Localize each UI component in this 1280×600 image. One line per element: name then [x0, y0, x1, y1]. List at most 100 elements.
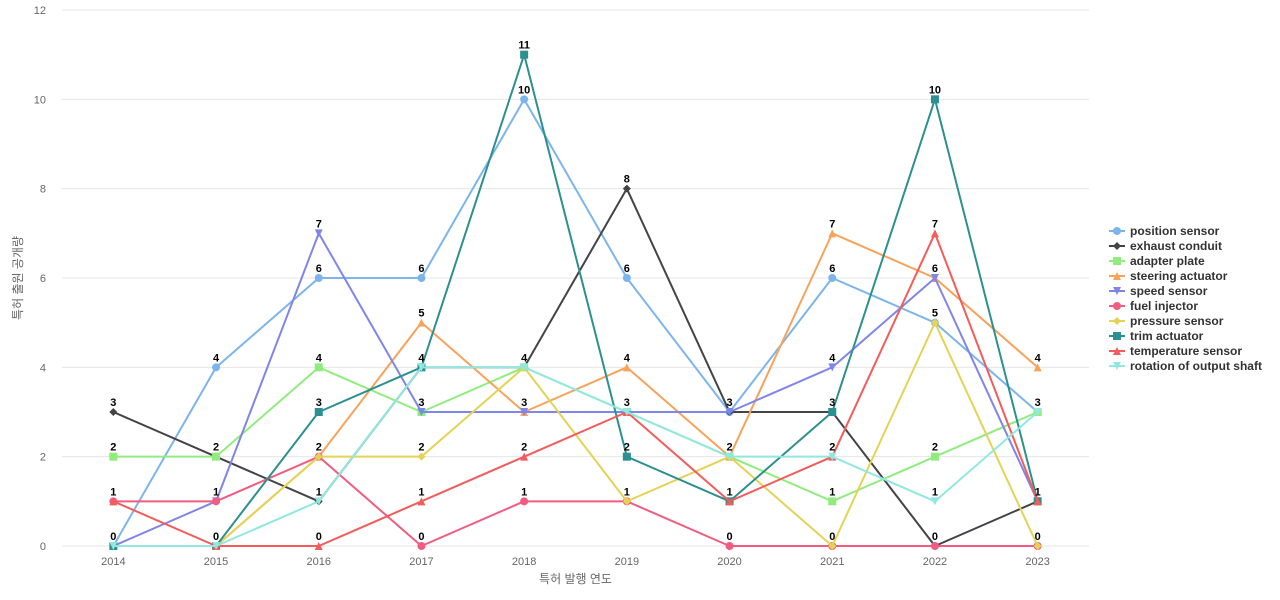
- series-line-trim-actuator: [113, 53, 1039, 547]
- data-label: 7: [829, 218, 835, 230]
- data-label: 6: [829, 263, 835, 275]
- data-label: 3: [1035, 397, 1041, 409]
- data-label: 4: [1035, 352, 1042, 364]
- legend-item-trim-actuator[interactable]: trim actuator: [1109, 329, 1204, 343]
- legend-item-adapter-plate[interactable]: adapter plate: [1109, 254, 1205, 268]
- data-label: 7: [932, 218, 938, 230]
- data-label: 3: [829, 397, 835, 409]
- data-label: 0: [110, 531, 116, 543]
- data-label: 2: [418, 442, 424, 454]
- y-axis-title: 특허 출원 공개량: [11, 236, 25, 320]
- data-label: 2: [624, 442, 630, 454]
- data-label: 4: [829, 352, 836, 364]
- x-tick-label: 2021: [820, 556, 844, 568]
- data-label: 5: [932, 308, 938, 320]
- data-point-rotation-of-output-shaft: [520, 363, 529, 372]
- data-point-steering-actuator: [1033, 363, 1042, 372]
- data-label: 8: [624, 174, 630, 186]
- data-labels: 3210421076432106543210111043218643213210…: [110, 40, 1041, 543]
- data-label: 3: [418, 397, 424, 409]
- legend-marker: [1113, 287, 1121, 295]
- data-point-temperature-sensor: [930, 229, 939, 238]
- data-point-adapter-plate: [828, 497, 837, 506]
- data-point-position-sensor: [417, 274, 426, 282]
- series-line-position-sensor: [112, 98, 1039, 547]
- data-label: 4: [624, 352, 631, 364]
- data-point-speed-sensor: [520, 408, 529, 416]
- data-label: 7: [316, 218, 322, 230]
- legend-marker: [1113, 347, 1121, 355]
- legend-label: steering actuator: [1130, 269, 1228, 283]
- data-label: 6: [932, 263, 938, 275]
- data-point-pressure-sensor: [828, 542, 837, 550]
- data-point-adapter-plate: [212, 452, 221, 461]
- data-label: 6: [316, 263, 322, 275]
- data-point-rotation-of-output-shaft: [828, 452, 837, 461]
- y-tick-label: 8: [40, 184, 46, 196]
- legend-marker: [1113, 317, 1121, 325]
- x-tick-label: 2015: [204, 556, 228, 568]
- data-label: 1: [521, 486, 527, 498]
- legend-item-pressure-sensor[interactable]: pressure sensor: [1109, 314, 1224, 328]
- data-point-temperature-sensor: [417, 497, 426, 506]
- x-tick-label: 2016: [307, 556, 331, 568]
- legend-marker: [1113, 257, 1121, 265]
- y-tick-label: 4: [40, 362, 46, 374]
- legend-item-fuel-injector[interactable]: fuel injector: [1109, 299, 1198, 313]
- data-point-position-sensor: [520, 95, 529, 104]
- data-point-position-sensor: [828, 274, 837, 282]
- legend-item-exhaust-conduit[interactable]: exhaust conduit: [1109, 239, 1222, 253]
- data-point-pressure-sensor: [417, 452, 426, 461]
- x-axis-ticks: 2014 2015 2016 2017 2018 2019 2020 2021 2022 2023: [101, 556, 1050, 568]
- legend-label: position sensor: [1130, 224, 1220, 238]
- data-point-exhaust-conduit: [622, 184, 631, 193]
- legend-item-temperature-sensor[interactable]: temperature sensor: [1109, 344, 1242, 358]
- data-point-steering-actuator: [622, 363, 631, 372]
- legend-item-position-sensor[interactable]: position sensor: [1109, 224, 1220, 238]
- y-tick-label: 10: [34, 94, 46, 106]
- data-point-trim-actuator: [930, 95, 939, 104]
- x-tick-label: 2023: [1025, 556, 1049, 568]
- data-point-rotation-of-output-shaft: [930, 497, 939, 506]
- legend-label: rotation of output shaft: [1130, 359, 1262, 373]
- data-point-rotation-of-output-shaft: [109, 542, 118, 550]
- data-point-rotation-of-output-shaft: [212, 542, 221, 550]
- legend-item-rotation-of-output-shaft[interactable]: rotation of output shaft: [1109, 359, 1262, 373]
- legend-marker: [1113, 362, 1121, 370]
- series-line-speed-sensor: [112, 232, 1039, 547]
- data-point-temperature-sensor: [725, 497, 734, 506]
- data-point-steering-actuator: [828, 229, 837, 238]
- data-point-trim-actuator: [314, 408, 323, 416]
- x-tick-label: 2014: [101, 556, 125, 568]
- legend-item-steering-actuator[interactable]: steering actuator: [1109, 269, 1228, 283]
- data-label: 1: [418, 486, 424, 498]
- legend-marker: [1113, 242, 1121, 250]
- data-point-pressure-sensor: [622, 497, 631, 506]
- data-point-adapter-plate: [930, 452, 939, 461]
- data-point-position-sensor: [212, 363, 221, 372]
- x-tick-label: 2017: [409, 556, 433, 568]
- data-label: 6: [624, 263, 630, 275]
- data-label: 2: [726, 442, 732, 454]
- data-label: 5: [418, 308, 424, 320]
- data-label: 0: [1035, 531, 1041, 543]
- data-label: 10: [929, 84, 941, 96]
- series-trim-actuator: [109, 50, 1042, 550]
- legend-marker: [1113, 227, 1121, 235]
- x-tick-label: 2022: [923, 556, 947, 568]
- data-label: 1: [829, 486, 835, 498]
- data-point-rotation-of-output-shaft: [725, 452, 734, 461]
- legend-label: trim actuator: [1130, 329, 1204, 343]
- data-point-pressure-sensor: [930, 318, 939, 327]
- series-line-rotation-of-output-shaft: [113, 366, 1039, 547]
- data-label: 6: [418, 263, 424, 275]
- data-label: 0: [213, 531, 219, 543]
- legend-item-speed-sensor[interactable]: speed sensor: [1109, 284, 1208, 298]
- series-position-sensor: [109, 95, 1042, 550]
- data-point-rotation-of-output-shaft: [622, 408, 631, 416]
- data-point-speed-sensor: [930, 274, 939, 282]
- data-point-speed-sensor: [314, 229, 323, 238]
- data-label: 1: [1035, 486, 1041, 498]
